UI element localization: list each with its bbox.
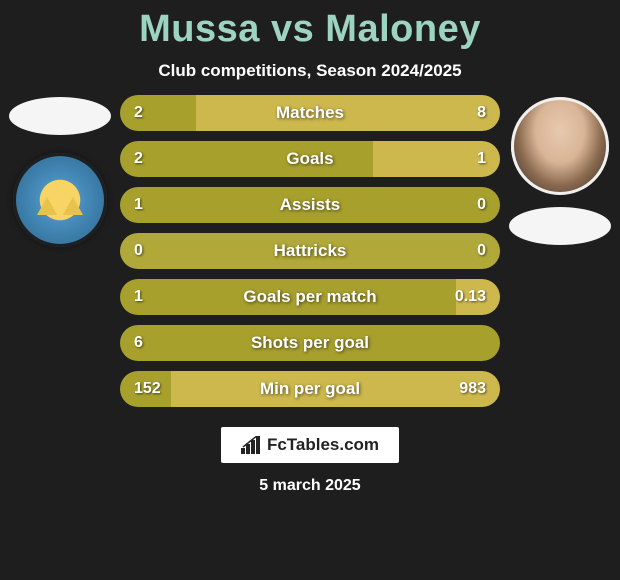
stat-row: Matches28	[120, 95, 500, 131]
stat-label: Hattricks	[274, 241, 347, 261]
stat-row: Shots per goal6	[120, 325, 500, 361]
stat-label: Goals	[286, 149, 333, 169]
subtitle: Club competitions, Season 2024/2025	[0, 61, 620, 81]
page-title: Mussa vs Maloney	[0, 0, 620, 51]
left-player-avatar-placeholder	[9, 97, 111, 135]
stat-bar-right	[196, 95, 500, 131]
stat-label: Assists	[280, 195, 340, 215]
stat-row: Goals21	[120, 141, 500, 177]
club-badge-icon	[13, 153, 107, 247]
stat-bar-left	[120, 371, 171, 407]
stat-row: Min per goal152983	[120, 371, 500, 407]
right-player-column	[500, 95, 620, 407]
stat-label: Goals per match	[243, 287, 376, 307]
right-player-avatar	[511, 97, 609, 195]
stat-bar-left	[120, 141, 373, 177]
stat-label: Min per goal	[260, 379, 360, 399]
stat-bar-left	[120, 95, 196, 131]
stat-bar-right	[373, 141, 500, 177]
fctables-icon	[241, 436, 261, 454]
right-player-club-placeholder	[509, 207, 611, 245]
stat-row: Assists10	[120, 187, 500, 223]
comparison-content: Matches28 Goals21 Assists10 Hattricks00 Goal…	[0, 95, 620, 407]
stat-label: Matches	[276, 103, 344, 123]
date-label: 5 march 2025	[259, 477, 360, 495]
fctables-brand: FcTables.com	[221, 427, 399, 463]
stat-row: Goals per match10.13	[120, 279, 500, 315]
left-player-column	[0, 95, 120, 407]
left-player-club-badge	[13, 153, 107, 247]
stat-bar-right	[456, 279, 500, 315]
stats-bars: Matches28 Goals21 Assists10 Hattricks00 Goal…	[120, 95, 500, 407]
footer: FcTables.com 5 march 2025	[0, 427, 620, 495]
stat-label: Shots per goal	[251, 333, 369, 353]
fctables-label: FcTables.com	[267, 435, 379, 455]
stat-row: Hattricks00	[120, 233, 500, 269]
